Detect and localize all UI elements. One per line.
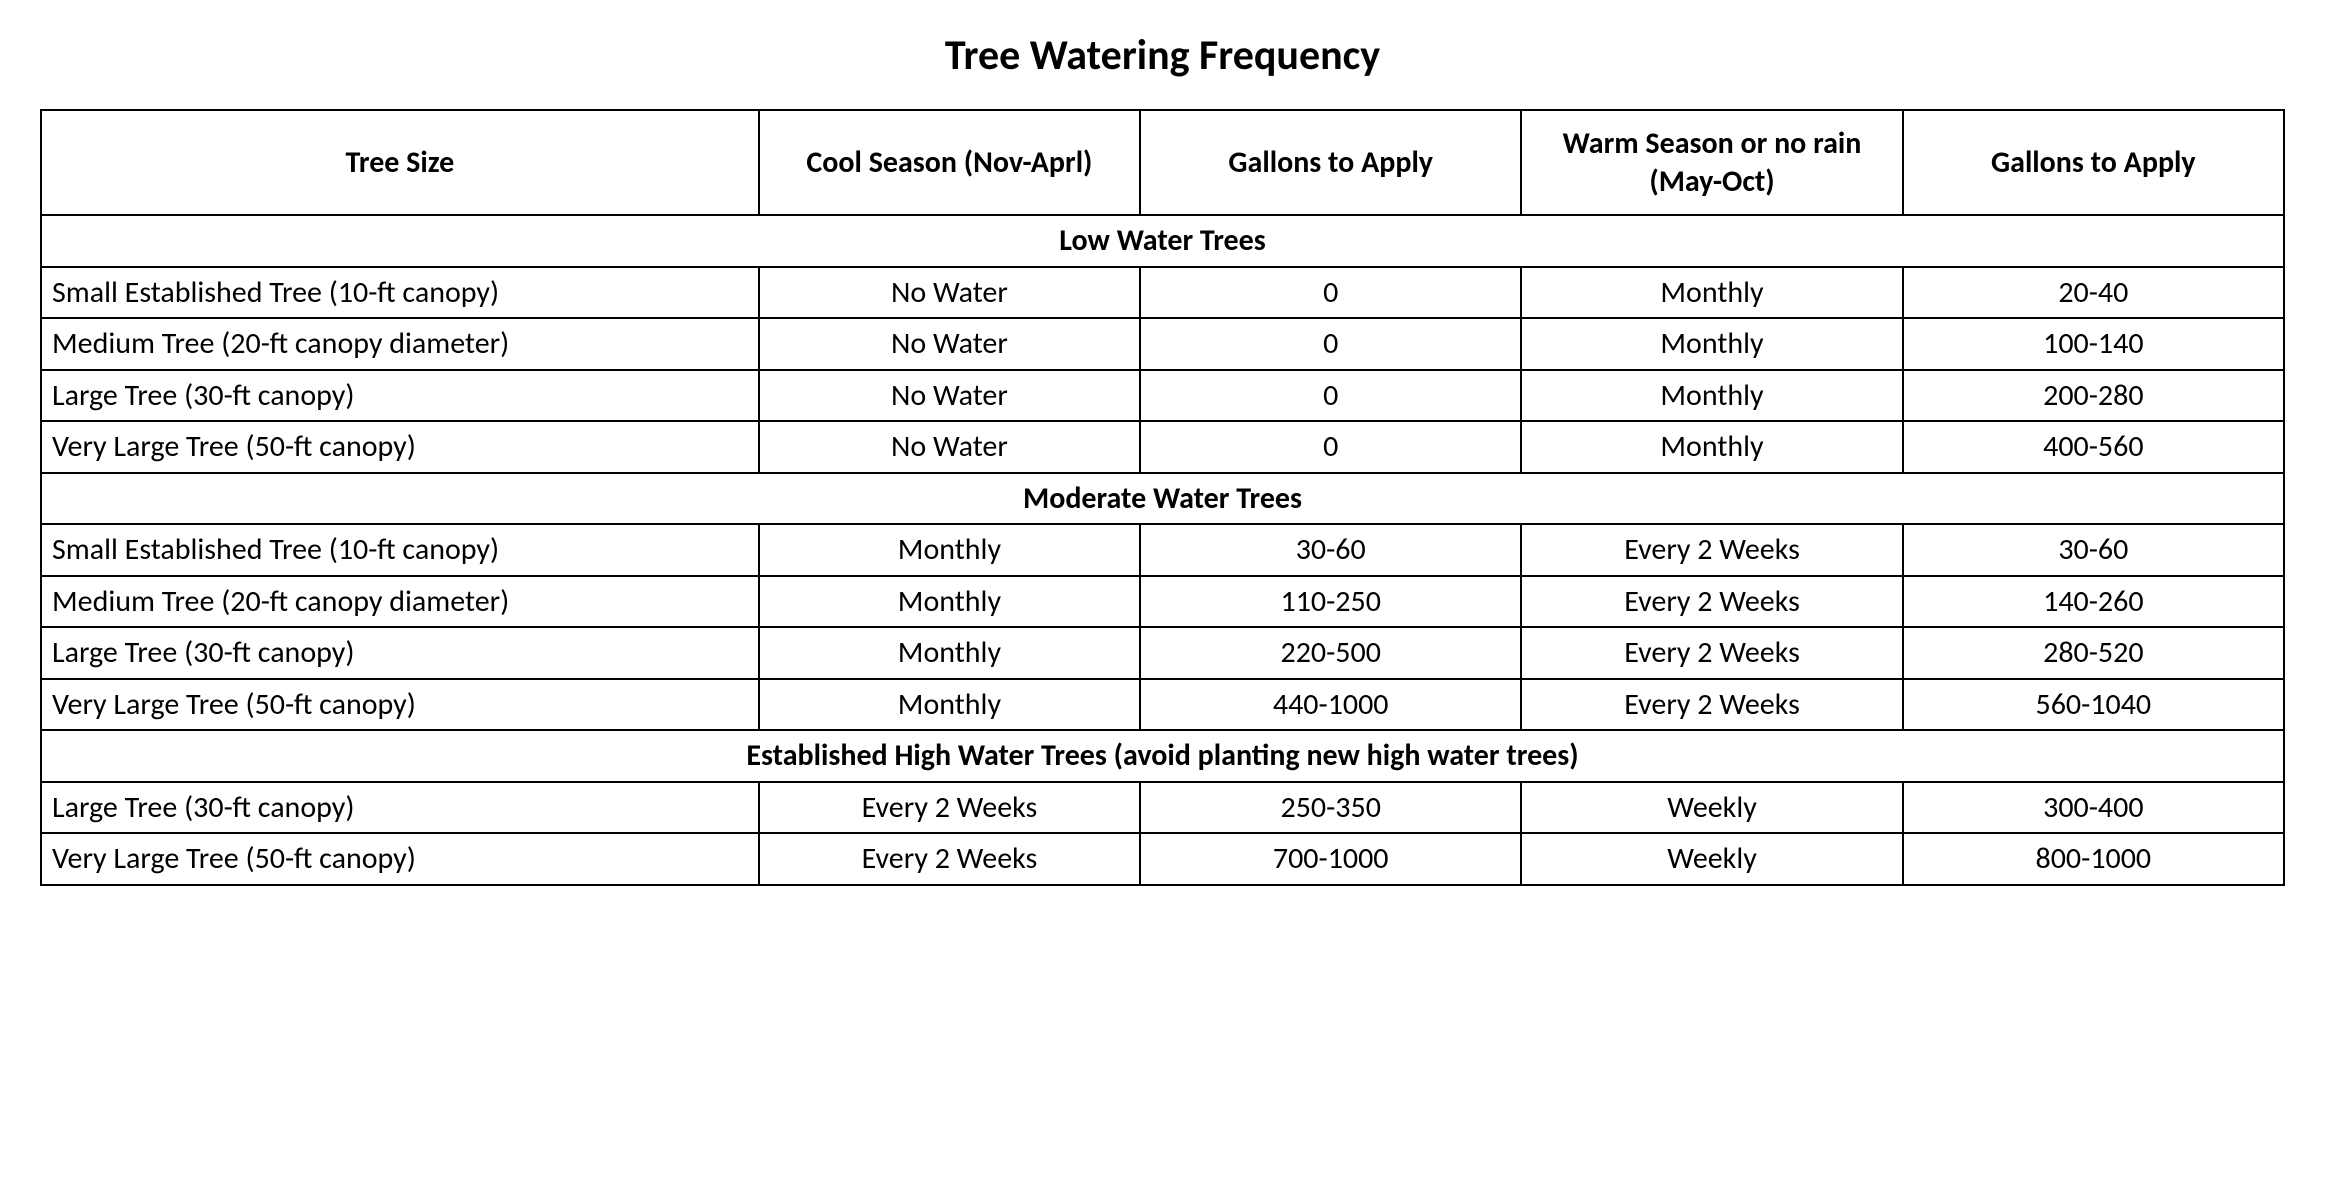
tree-size: Large Tree (30-ft canopy) [41,370,759,422]
cool-gallons-value: 440-1000 [1140,679,1521,731]
warm-season-value: Weekly [1521,833,1902,885]
warm-gallons-value: 280-520 [1903,627,2284,679]
table-row: Small Established Tree (10-ft canopy)No … [41,267,2284,319]
cool-gallons-value: 0 [1140,318,1521,370]
col-warm-gallons: Gallons to Apply [1903,110,2284,215]
cool-season-value: Every 2 Weeks [759,782,1140,834]
col-cool-gallons: Gallons to Apply [1140,110,1521,215]
table-row: Medium Tree (20-ft canopy diameter)Month… [41,576,2284,628]
tree-size: Medium Tree (20-ft canopy diameter) [41,318,759,370]
section-header-row: Low Water Trees [41,215,2284,267]
warm-season-value: Weekly [1521,782,1902,834]
warm-gallons-value: 560-1040 [1903,679,2284,731]
section-header: Established High Water Trees (avoid plan… [41,730,2284,782]
tree-size: Very Large Tree (50-ft canopy) [41,679,759,731]
cool-season-value: Monthly [759,627,1140,679]
cool-gallons-value: 0 [1140,370,1521,422]
tree-size: Large Tree (30-ft canopy) [41,782,759,834]
warm-season-value: Every 2 Weeks [1521,627,1902,679]
table-body: Low Water TreesSmall Established Tree (1… [41,215,2284,885]
table-row: Large Tree (30-ft canopy)No Water0Monthl… [41,370,2284,422]
col-tree-size: Tree Size [41,110,759,215]
cool-gallons-value: 250-350 [1140,782,1521,834]
warm-gallons-value: 400-560 [1903,421,2284,473]
warm-season-value: Monthly [1521,421,1902,473]
cool-gallons-value: 700-1000 [1140,833,1521,885]
section-header: Moderate Water Trees [41,473,2284,525]
cool-season-value: No Water [759,370,1140,422]
cool-gallons-value: 110-250 [1140,576,1521,628]
watering-table: Tree Size Cool Season (Nov-Aprl) Gallons… [40,109,2285,886]
tree-size: Small Established Tree (10-ft canopy) [41,524,759,576]
cool-season-value: No Water [759,318,1140,370]
warm-gallons-value: 140-260 [1903,576,2284,628]
warm-season-value: Monthly [1521,318,1902,370]
warm-gallons-value: 100-140 [1903,318,2284,370]
cool-season-value: No Water [759,267,1140,319]
warm-gallons-value: 200-280 [1903,370,2284,422]
table-header-row: Tree Size Cool Season (Nov-Aprl) Gallons… [41,110,2284,215]
table-row: Large Tree (30-ft canopy)Every 2 Weeks25… [41,782,2284,834]
warm-season-value: Every 2 Weeks [1521,679,1902,731]
table-row: Very Large Tree (50-ft canopy)Every 2 We… [41,833,2284,885]
warm-season-value: Monthly [1521,370,1902,422]
tree-size: Medium Tree (20-ft canopy diameter) [41,576,759,628]
tree-size: Large Tree (30-ft canopy) [41,627,759,679]
col-warm-season: Warm Season or no rain (May-Oct) [1521,110,1902,215]
cool-gallons-value: 0 [1140,421,1521,473]
cool-season-value: Monthly [759,576,1140,628]
table-row: Large Tree (30-ft canopy)Monthly220-500E… [41,627,2284,679]
tree-size: Very Large Tree (50-ft canopy) [41,421,759,473]
table-row: Very Large Tree (50-ft canopy)Monthly440… [41,679,2284,731]
page-title: Tree Watering Frequency [40,30,2285,81]
warm-season-value: Every 2 Weeks [1521,524,1902,576]
table-row: Small Established Tree (10-ft canopy)Mon… [41,524,2284,576]
cool-gallons-value: 0 [1140,267,1521,319]
cool-gallons-value: 30-60 [1140,524,1521,576]
cool-season-value: No Water [759,421,1140,473]
cool-gallons-value: 220-500 [1140,627,1521,679]
warm-season-value: Every 2 Weeks [1521,576,1902,628]
cool-season-value: Monthly [759,524,1140,576]
col-cool-season: Cool Season (Nov-Aprl) [759,110,1140,215]
warm-gallons-value: 30-60 [1903,524,2284,576]
section-header-row: Established High Water Trees (avoid plan… [41,730,2284,782]
warm-gallons-value: 300-400 [1903,782,2284,834]
cool-season-value: Every 2 Weeks [759,833,1140,885]
table-row: Very Large Tree (50-ft canopy)No Water0M… [41,421,2284,473]
tree-size: Small Established Tree (10-ft canopy) [41,267,759,319]
tree-size: Very Large Tree (50-ft canopy) [41,833,759,885]
warm-season-value: Monthly [1521,267,1902,319]
cool-season-value: Monthly [759,679,1140,731]
table-row: Medium Tree (20-ft canopy diameter)No Wa… [41,318,2284,370]
warm-gallons-value: 20-40 [1903,267,2284,319]
warm-gallons-value: 800-1000 [1903,833,2284,885]
section-header: Low Water Trees [41,215,2284,267]
section-header-row: Moderate Water Trees [41,473,2284,525]
